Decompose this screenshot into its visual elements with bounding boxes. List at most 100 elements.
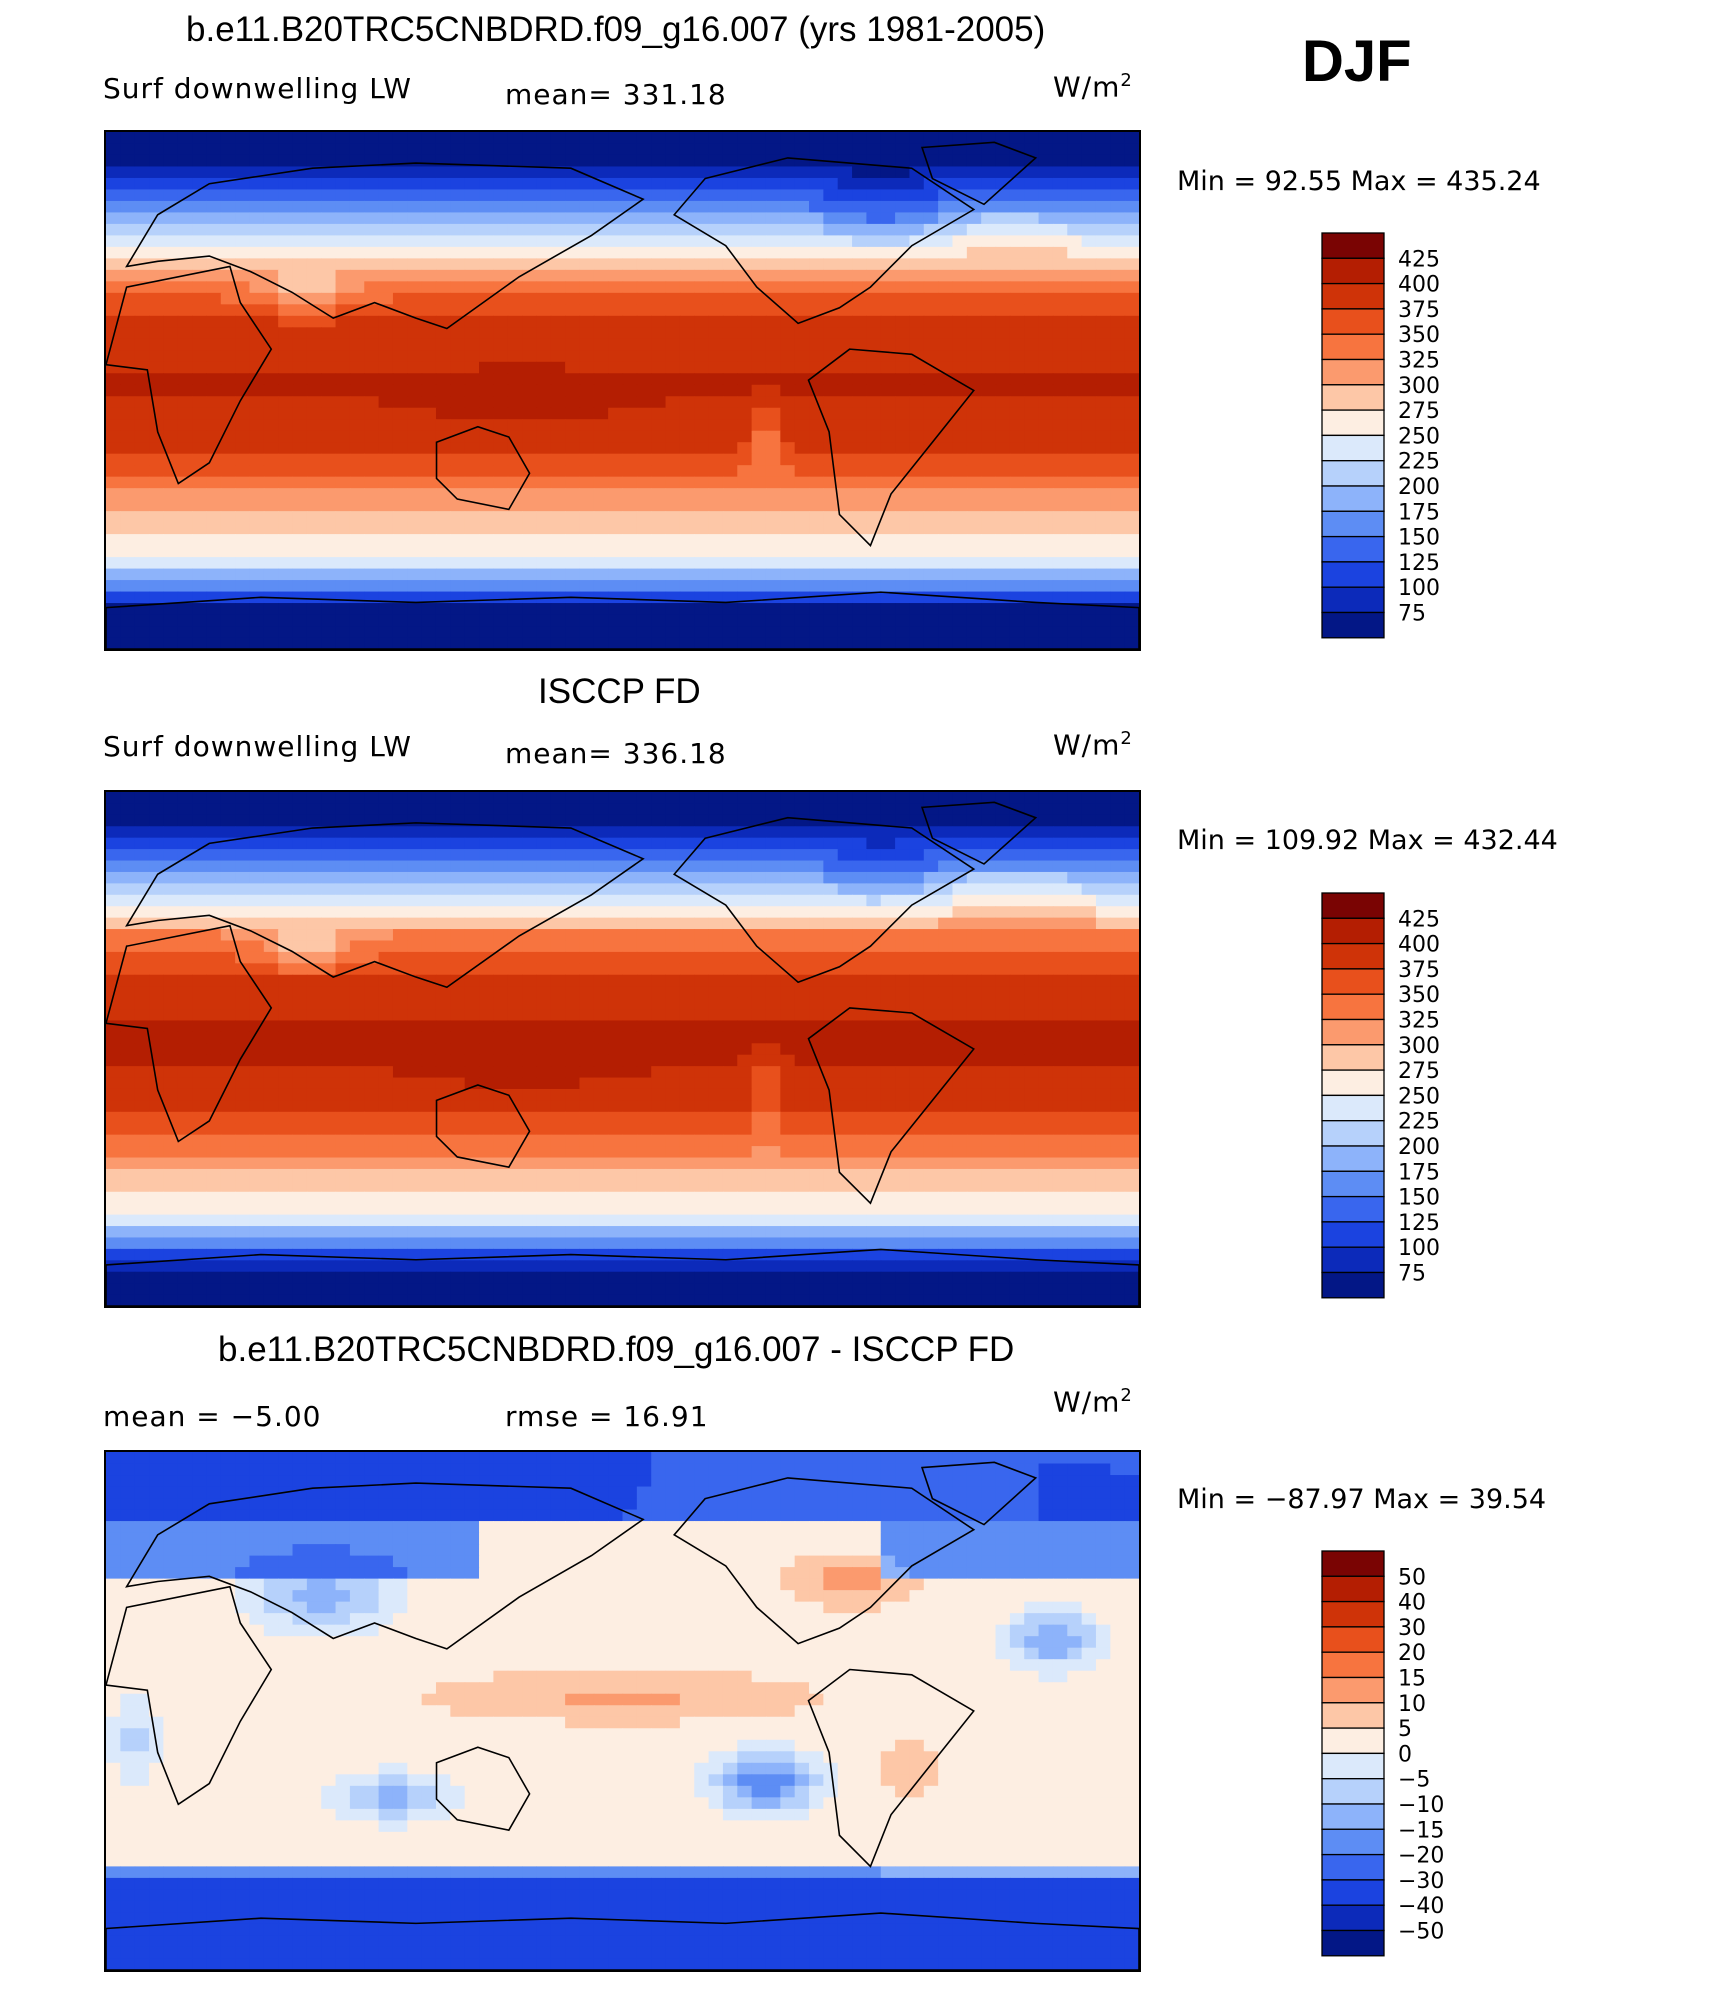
map-cell — [349, 396, 365, 409]
map-cell — [895, 453, 911, 466]
map-cell — [852, 511, 867, 524]
map-cell — [421, 511, 437, 524]
map-cell — [593, 963, 609, 976]
map-cell — [249, 626, 265, 639]
map-cell — [364, 568, 380, 581]
map-cell — [349, 534, 365, 547]
map-cell — [923, 327, 939, 340]
map-cell — [995, 166, 1011, 179]
map-cell — [722, 614, 738, 627]
map-cell — [507, 580, 523, 593]
map-cell — [120, 545, 136, 558]
map-cell — [134, 143, 150, 156]
map-cell — [278, 1031, 294, 1044]
map-cell — [1081, 132, 1097, 145]
map-cell — [192, 1043, 208, 1056]
map-cell — [1009, 1031, 1025, 1044]
map-cell — [450, 837, 466, 850]
map-cell — [306, 407, 322, 420]
map-cell — [794, 1009, 810, 1022]
map-cell — [392, 419, 408, 432]
map-cell — [192, 792, 208, 805]
map-cell — [651, 814, 667, 827]
map-cell — [479, 522, 494, 535]
map-cell — [177, 154, 193, 168]
map-cell — [1052, 465, 1068, 478]
map-cell — [479, 488, 494, 501]
map-cell — [966, 338, 982, 351]
map-cell — [837, 407, 853, 420]
map-cell — [479, 940, 494, 953]
map-cell — [522, 986, 538, 999]
map-cell — [837, 637, 853, 649]
map-cell — [751, 1043, 767, 1056]
map-cell — [895, 1043, 911, 1056]
map-cell — [665, 246, 681, 259]
map-cell — [938, 315, 954, 328]
map-cell — [938, 974, 954, 987]
map-cell — [450, 384, 466, 397]
map-cell — [909, 292, 925, 305]
map-cell — [952, 534, 968, 547]
map-cell — [694, 986, 710, 999]
map-cell — [479, 637, 494, 649]
map-cell — [765, 1031, 781, 1044]
map-cell — [392, 580, 408, 593]
map-cell — [493, 637, 509, 649]
map-cell — [335, 906, 351, 919]
map-cell — [134, 545, 150, 558]
map-cell — [794, 212, 810, 225]
map-cell — [1067, 499, 1083, 512]
map-cell — [1081, 292, 1097, 305]
map-cell — [780, 269, 796, 282]
map-cell — [364, 883, 380, 896]
map-cell — [622, 132, 638, 145]
map-cell — [708, 963, 724, 976]
map-cell — [220, 568, 236, 581]
map-cell — [981, 246, 997, 259]
map-cell — [435, 338, 451, 351]
map-cell — [866, 327, 882, 340]
map-cell — [895, 580, 911, 593]
map-cell — [306, 837, 322, 850]
map-cell — [981, 871, 997, 884]
map-cell — [550, 974, 566, 987]
map-cell — [407, 166, 423, 179]
map-cell — [220, 963, 236, 976]
map-cell — [292, 189, 308, 202]
map-cell — [507, 568, 523, 581]
map-cell — [895, 246, 911, 259]
map-cell — [177, 419, 193, 432]
map-cell — [335, 814, 351, 827]
map-cell — [694, 580, 710, 593]
map-cell — [349, 974, 365, 987]
map-cell — [335, 803, 351, 816]
map-cell — [263, 235, 279, 248]
map-cell — [335, 614, 351, 627]
map-cell — [134, 315, 150, 328]
map-cell — [235, 442, 251, 455]
map-cell — [378, 871, 394, 884]
map-cell — [263, 614, 279, 627]
map-cell — [651, 350, 667, 363]
map-cell — [1038, 361, 1054, 374]
map-cell — [1067, 292, 1083, 305]
map-cell — [593, 917, 609, 930]
map-cell — [177, 951, 193, 964]
map-cell — [479, 826, 494, 839]
map-cell — [909, 407, 925, 420]
map-cell — [392, 792, 408, 805]
map-cell — [349, 132, 365, 145]
map-cell — [407, 361, 423, 374]
map-cell — [435, 940, 451, 953]
map-cell — [134, 189, 150, 202]
map-cell — [837, 871, 853, 884]
map-cell — [550, 951, 566, 964]
map-cell — [895, 154, 911, 168]
map-cell — [751, 396, 767, 409]
map-cell — [909, 361, 925, 374]
map-cell — [852, 465, 867, 478]
map-cell — [522, 826, 538, 839]
map-cell — [378, 304, 394, 317]
map-cell — [522, 1054, 538, 1067]
